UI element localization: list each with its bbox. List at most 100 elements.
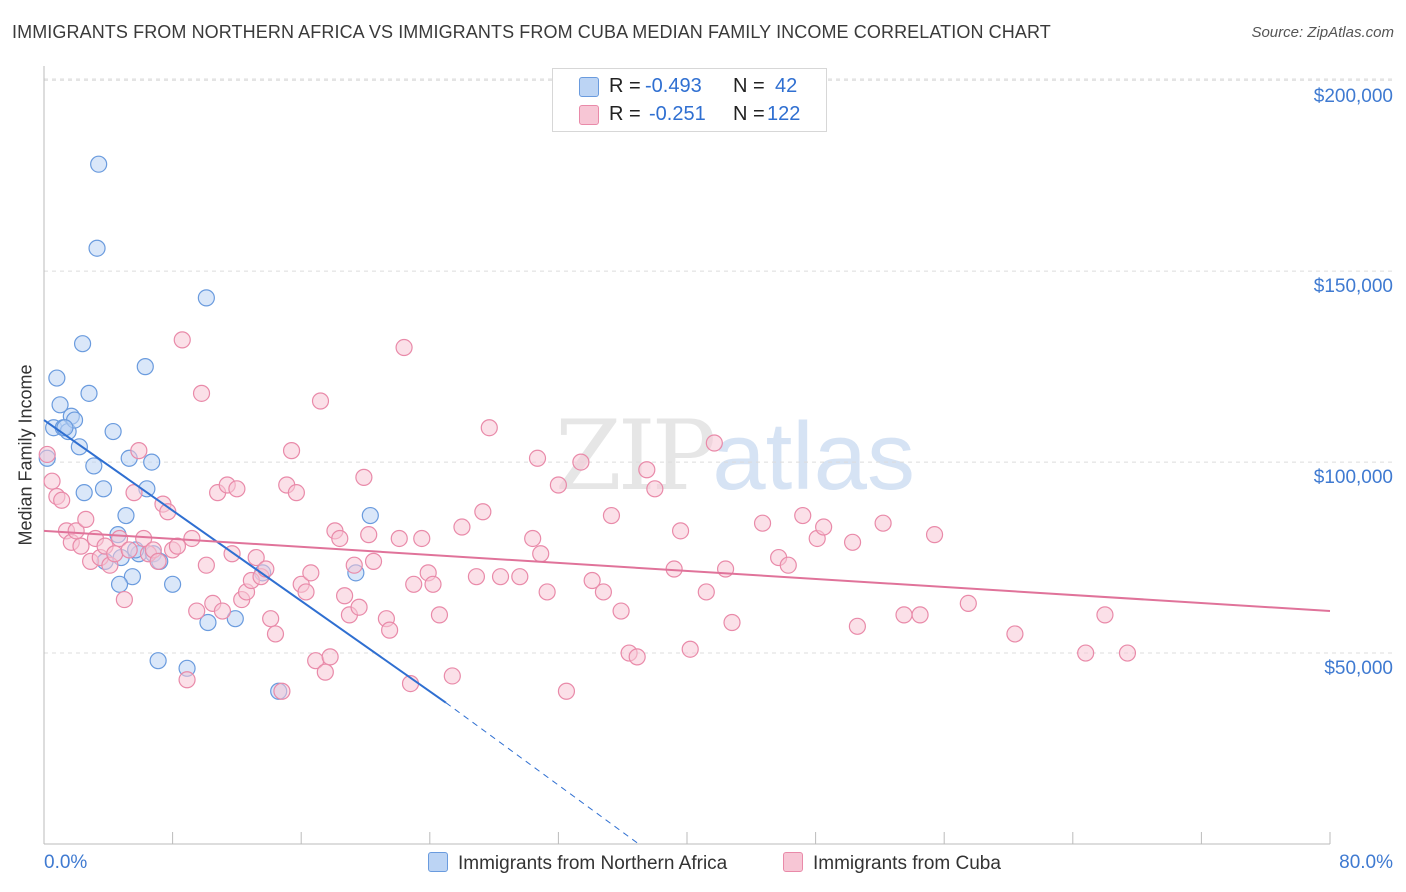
point-cuba bbox=[528, 449, 547, 467]
point-cuba bbox=[424, 575, 442, 593]
point-cuba bbox=[67, 522, 85, 540]
point-cuba bbox=[228, 480, 246, 498]
point-cuba bbox=[1006, 625, 1024, 643]
point-cuba bbox=[360, 526, 378, 544]
point-cuba bbox=[779, 556, 797, 574]
x-tick-label: 80.0% bbox=[1339, 852, 1393, 873]
point-northern-africa bbox=[110, 575, 129, 593]
point-cuba bbox=[583, 571, 601, 590]
trendline-northern-africa-extension bbox=[445, 702, 640, 845]
point-cuba bbox=[612, 602, 630, 620]
legend-r-label: R = bbox=[609, 103, 641, 125]
point-northern-africa bbox=[88, 239, 106, 257]
point-cuba bbox=[697, 583, 715, 601]
point-cuba bbox=[168, 537, 187, 555]
legend-n-value: 42 bbox=[775, 75, 798, 97]
point-cuba bbox=[524, 529, 542, 548]
legend-swatch bbox=[428, 852, 448, 872]
point-cuba bbox=[178, 671, 196, 689]
point-cuba bbox=[247, 548, 265, 567]
point-cuba bbox=[646, 480, 664, 498]
point-northern-africa bbox=[90, 155, 108, 173]
point-cuba bbox=[638, 461, 656, 479]
point-cuba bbox=[602, 506, 621, 525]
point-cuba bbox=[911, 606, 929, 624]
legend-n-value: 122 bbox=[767, 103, 801, 125]
correlation-legend: R = -0.493 N = 42 R = -0.251 N = 122 bbox=[552, 68, 827, 132]
point-northern-africa bbox=[197, 289, 215, 307]
point-cuba bbox=[38, 445, 56, 464]
watermark-atlas: atlas bbox=[712, 403, 915, 510]
point-cuba bbox=[106, 545, 124, 563]
point-cuba bbox=[213, 602, 232, 620]
point-northern-africa bbox=[361, 506, 379, 525]
point-cuba bbox=[282, 442, 301, 460]
point-cuba bbox=[538, 583, 556, 601]
point-northern-africa bbox=[226, 610, 244, 628]
point-northern-africa bbox=[94, 480, 113, 498]
point-cuba bbox=[671, 522, 690, 540]
legend-swatch bbox=[783, 852, 803, 872]
point-cuba bbox=[262, 610, 280, 628]
point-cuba bbox=[257, 560, 275, 578]
point-northern-africa bbox=[75, 484, 93, 502]
bottom-legend-cuba: Immigrants from Cuba bbox=[783, 852, 1001, 875]
point-cuba bbox=[681, 640, 699, 658]
point-cuba bbox=[355, 468, 373, 486]
point-cuba bbox=[843, 533, 862, 551]
point-northern-africa bbox=[48, 369, 66, 387]
y-tick-label: $150,000 bbox=[1313, 276, 1393, 297]
point-cuba bbox=[895, 606, 913, 624]
point-northern-africa bbox=[51, 396, 69, 414]
legend-n-label: N = bbox=[733, 103, 765, 125]
legend-r-value: -0.493 bbox=[645, 75, 702, 97]
point-cuba bbox=[390, 529, 408, 548]
point-cuba bbox=[453, 518, 471, 536]
point-cuba bbox=[572, 453, 590, 471]
watermark: ZIPatlas bbox=[555, 400, 915, 512]
point-cuba bbox=[1077, 644, 1095, 662]
point-cuba bbox=[1118, 644, 1137, 662]
point-cuba bbox=[192, 384, 211, 402]
point-cuba bbox=[364, 552, 383, 570]
legend-row-cuba: R = -0.251 N = 122 bbox=[553, 101, 826, 129]
point-cuba bbox=[125, 484, 143, 502]
point-cuba bbox=[511, 568, 529, 586]
point-cuba bbox=[753, 514, 772, 532]
point-northern-africa bbox=[136, 358, 154, 376]
trendline-northern-africa bbox=[43, 419, 447, 704]
point-northern-africa bbox=[104, 422, 122, 441]
point-cuba bbox=[532, 545, 550, 563]
bottom-legend-label: Immigrants from Cuba bbox=[813, 853, 1001, 874]
point-cuba bbox=[53, 491, 71, 509]
y-axis-label: Median Family Income bbox=[15, 364, 36, 546]
point-cuba bbox=[287, 484, 305, 502]
point-cuba bbox=[480, 419, 498, 437]
point-northern-africa bbox=[199, 613, 217, 632]
point-cuba bbox=[594, 583, 613, 601]
point-cuba bbox=[297, 583, 315, 601]
point-cuba bbox=[848, 617, 866, 635]
point-cuba bbox=[188, 602, 206, 620]
point-cuba bbox=[794, 506, 812, 525]
point-cuba bbox=[381, 621, 399, 639]
y-tick-label: $200,000 bbox=[1313, 86, 1393, 107]
point-northern-africa bbox=[80, 384, 98, 402]
point-cuba bbox=[705, 434, 723, 452]
chart-title: IMMIGRANTS FROM NORTHERN AFRICA VS IMMIG… bbox=[12, 22, 1051, 42]
y-tick-label: $50,000 bbox=[1324, 658, 1393, 679]
y-tick-label: $100,000 bbox=[1313, 467, 1393, 488]
point-cuba bbox=[959, 594, 977, 613]
legend-row-northern-africa: R = -0.493 N = 42 bbox=[553, 73, 826, 101]
point-cuba bbox=[72, 537, 90, 555]
point-northern-africa bbox=[164, 575, 182, 593]
point-cuba bbox=[149, 552, 167, 570]
point-cuba bbox=[430, 606, 449, 624]
point-cuba bbox=[120, 541, 138, 559]
point-cuba bbox=[130, 442, 148, 460]
legend-r-label: R = bbox=[609, 75, 641, 97]
point-cuba bbox=[311, 392, 330, 410]
point-northern-africa bbox=[73, 335, 92, 353]
point-cuba bbox=[321, 648, 339, 666]
